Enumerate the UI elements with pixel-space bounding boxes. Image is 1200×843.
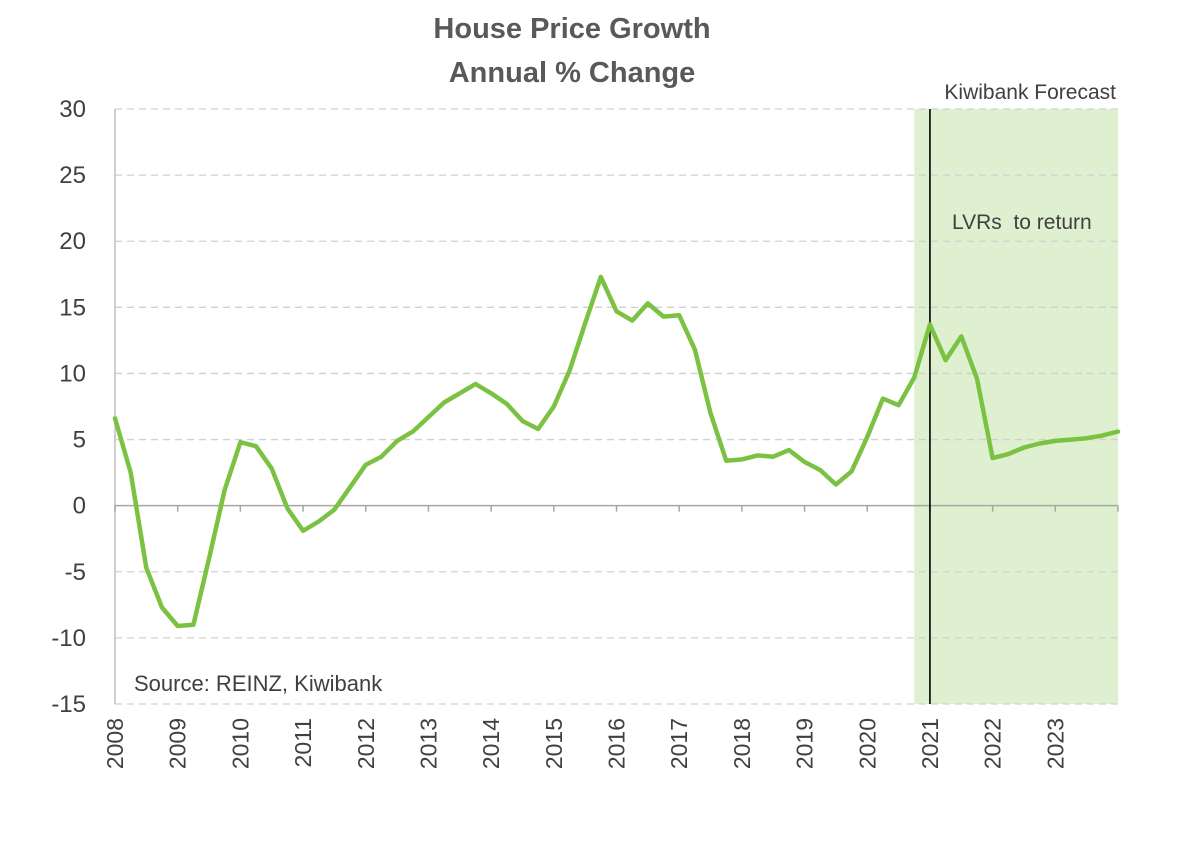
x-tick-label: 2014 [478, 718, 504, 769]
x-tick-label: 2020 [854, 718, 880, 769]
x-tick-label: 2017 [666, 718, 692, 769]
chart-subtitle: Annual % Change [449, 57, 696, 89]
y-tick-label: 10 [59, 360, 86, 387]
x-tick-label: 2010 [227, 718, 253, 769]
y-tick-label: -10 [51, 625, 86, 652]
y-tick-label: 0 [73, 493, 86, 520]
y-tick-label: 15 [59, 294, 86, 321]
x-tick-label: 2021 [917, 718, 943, 769]
forecast-region [914, 109, 1118, 704]
y-tick-label: -5 [65, 559, 86, 586]
x-tick-label: 2018 [729, 718, 755, 769]
lvr-annotation: LVRs to return [952, 211, 1092, 234]
x-tick-label: 2019 [792, 718, 818, 769]
x-tick-label: 2016 [604, 718, 630, 769]
chart-title: House Price Growth [433, 13, 710, 45]
x-tick-label: 2009 [165, 718, 191, 769]
y-tick-label: -15 [51, 691, 86, 718]
y-tick-label: 20 [59, 228, 86, 255]
x-tick-label: 2023 [1042, 718, 1068, 769]
x-tick-label: 2011 [290, 718, 316, 767]
x-tick-label: 2008 [102, 718, 128, 769]
series-line [112, 274, 1121, 629]
y-tick-label: 30 [59, 96, 86, 123]
x-tick-label: 2015 [541, 718, 567, 769]
x-tick-label: 2012 [353, 718, 379, 769]
x-tick-label: 2022 [980, 718, 1006, 769]
y-tick-label: 5 [73, 427, 86, 454]
forecast-label: Kiwibank Forecast [944, 81, 1116, 104]
x-tick-label: 2013 [415, 718, 441, 769]
source-note: Source: REINZ, Kiwibank [134, 671, 383, 696]
y-tick-label: 25 [59, 162, 86, 189]
